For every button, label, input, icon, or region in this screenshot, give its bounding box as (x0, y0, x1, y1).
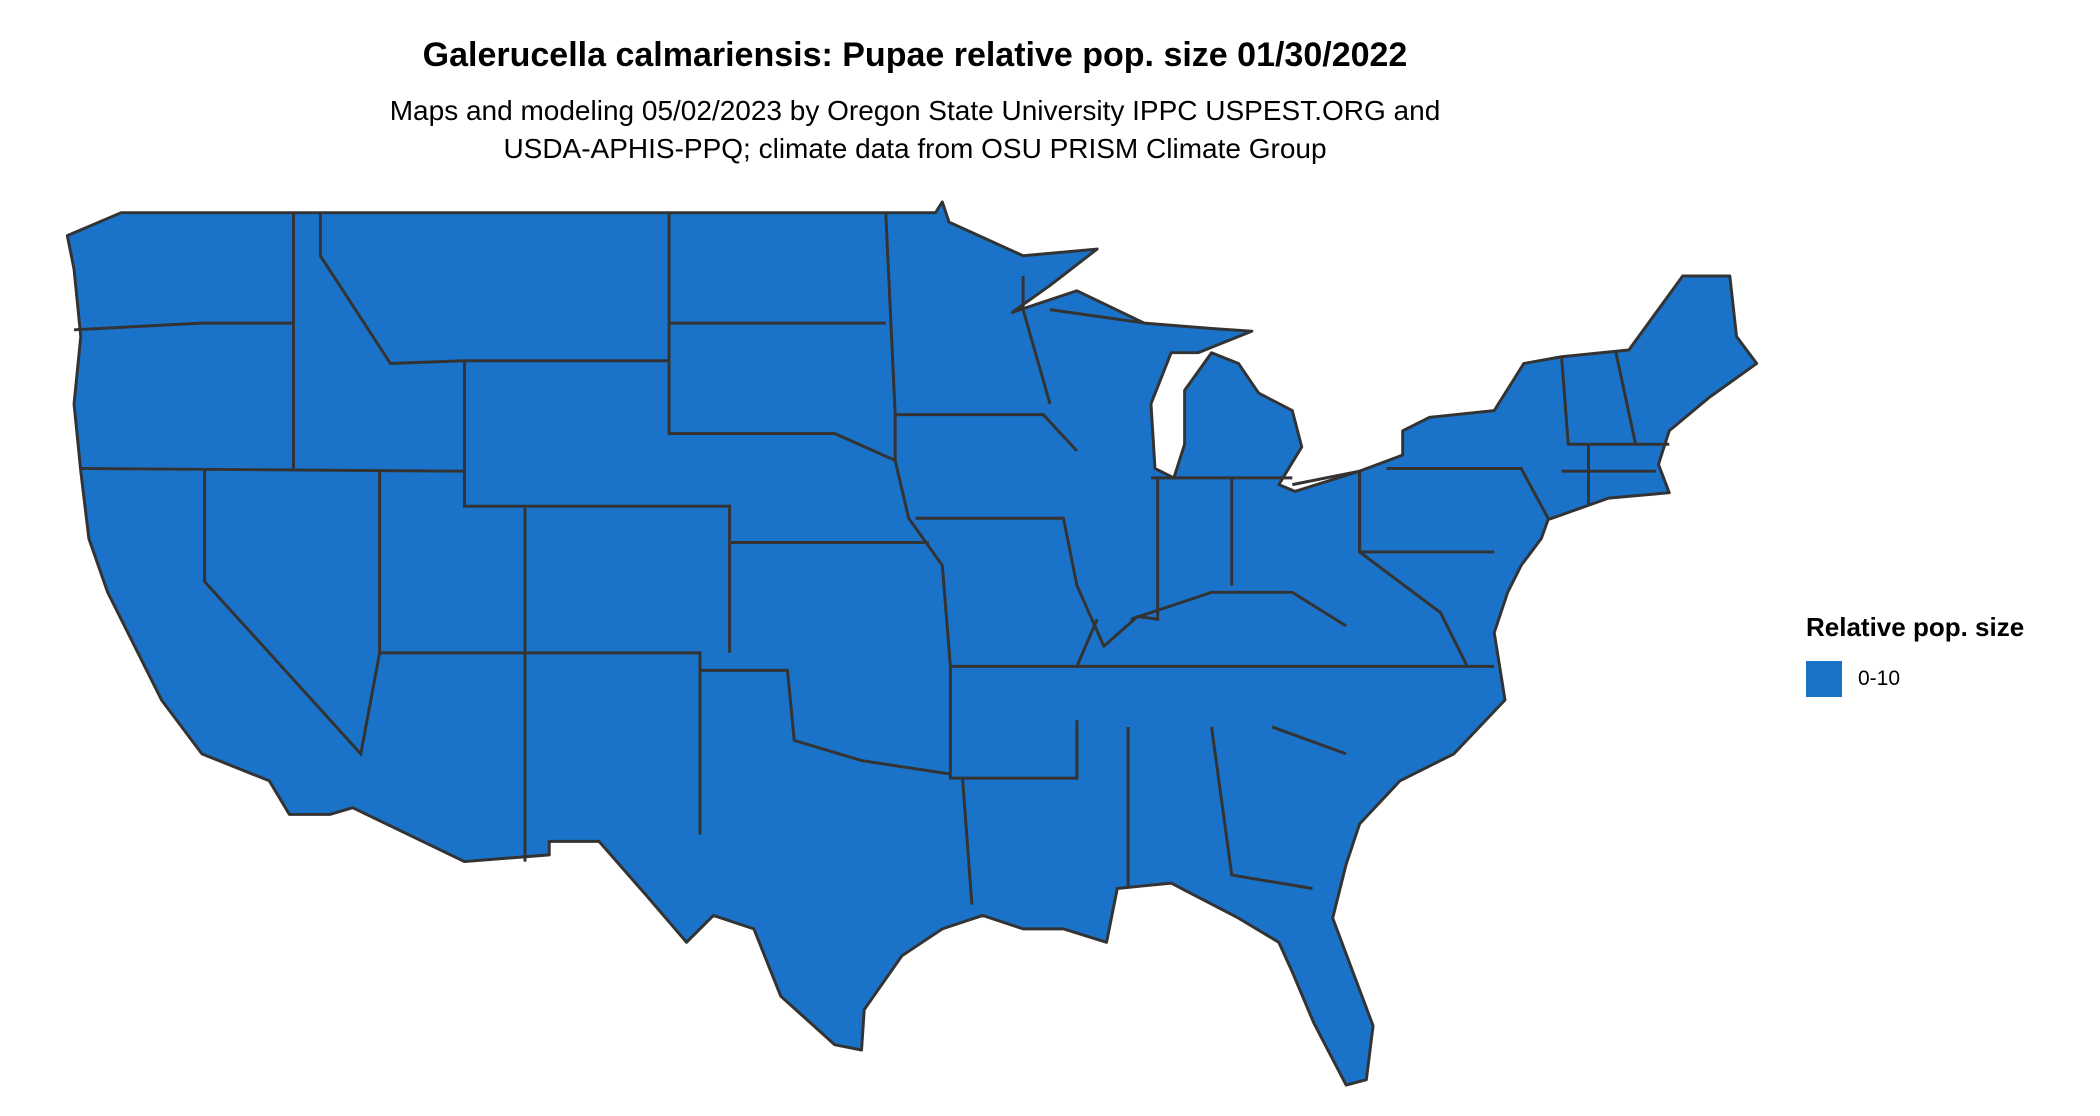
subtitle-line-1: Maps and modeling 05/02/2023 by Oregon S… (389, 95, 1441, 126)
map-title: Galerucella calmariensis: Pupae relative… (422, 36, 1408, 74)
legend-label: 0-10 (1858, 667, 1901, 690)
state-border (962, 550, 1495, 890)
state-border (893, 414, 1495, 649)
legend-item: 0-10 (1806, 661, 2024, 697)
state-border (73, 212, 671, 473)
legend-swatch (1806, 661, 1842, 697)
state-border (1358, 349, 1670, 552)
us-outline (65, 200, 1759, 1087)
legend: Relative pop. size 0-10 (1806, 612, 2024, 697)
map-subtitle: Maps and modeling 05/02/2023 by Oregon S… (0, 92, 1830, 168)
state-borders (73, 212, 1670, 905)
legend-title: Relative pop. size (1806, 612, 2025, 642)
state-border (1021, 275, 1347, 628)
state-border (203, 360, 732, 862)
subtitle-line-2: USDA-APHIS-PPQ; climate data from OSU PR… (503, 133, 1327, 164)
state-border (700, 212, 1099, 776)
